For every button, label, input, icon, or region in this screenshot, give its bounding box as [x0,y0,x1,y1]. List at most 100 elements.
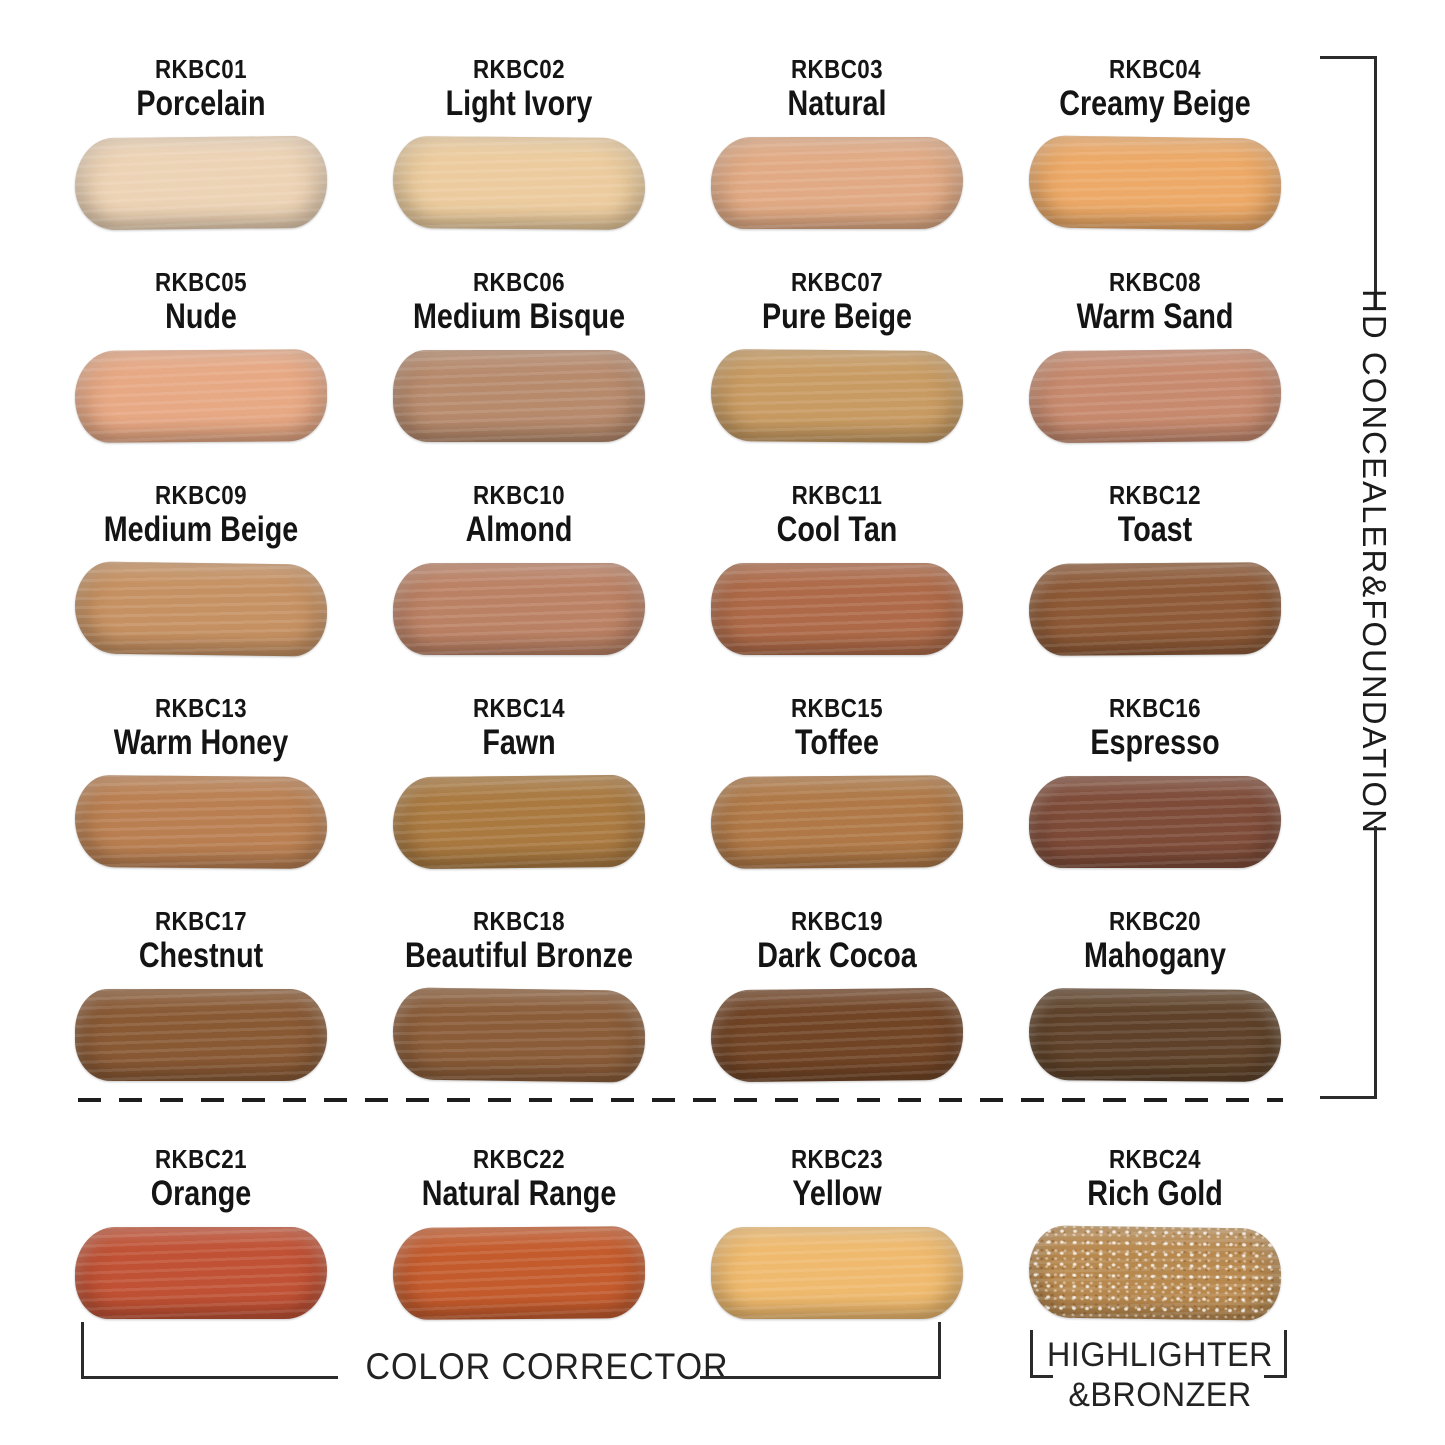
swatch-name: Warm Sand [1076,297,1234,336]
swatch-smear [393,563,645,655]
swatch-smear [1028,348,1282,444]
swatch-name: Pure Beige [762,297,912,336]
swatch-cell: RKBC21 Orange [42,1138,360,1319]
swatch-name: Natural Range [421,1174,617,1213]
swatch-code: RKBC10 [472,480,566,510]
swatch-smear [710,987,964,1083]
swatch-cell: RKBC17 Chestnut [42,900,360,1113]
highlighter-bracket-left-line [1030,1330,1033,1378]
swatch-cell: RKBC08 Warm Sand [996,261,1314,474]
swatch-code: RKBC09 [154,480,248,510]
swatch-code: RKBC08 [1108,267,1202,297]
swatch-code: RKBC20 [1108,906,1202,936]
color-corrector-label: COLOR CORRECTOR [365,1346,729,1387]
swatch-name: Cool Tan [776,510,898,549]
swatch-cell: RKBC10 Almond [360,474,678,687]
swatch-cell: RKBC18 Beautiful Bronze [360,900,678,1113]
highlighter-bracket-right-foot [1264,1375,1287,1378]
swatch-cell: RKBC03 Natural [678,48,996,261]
swatch-name: Fawn [482,723,556,762]
swatch-smear [710,348,964,444]
swatch-smear [74,561,328,657]
swatch-code: RKBC06 [472,267,566,297]
swatch-code: RKBC21 [154,1144,248,1174]
swatch-smear [1028,135,1282,231]
swatch-smear [710,775,964,869]
swatch-code: RKBC07 [790,267,884,297]
swatch-cell: RKBC15 Toffee [678,687,996,900]
swatch-cell: RKBC24 Rich Gold [996,1138,1314,1321]
swatch-code: RKBC23 [790,1144,884,1174]
swatch-cell: RKBC23 Yellow [678,1138,996,1319]
swatch-code: RKBC13 [154,693,248,723]
swatch-cell: RKBC01 Porcelain [42,48,360,261]
highlighter-label-line2: &BRONZER [1068,1376,1252,1414]
corrector-swatch-grid: RKBC21 Orange RKBC22 Natural Range RKBC2… [42,1138,1314,1321]
swatch-code: RKBC05 [154,267,248,297]
swatch-name: Toast [1117,510,1193,549]
swatch-code: RKBC11 [791,480,883,510]
right-bracket-upper-line [1374,56,1377,308]
swatch-name: Orange [150,1174,252,1213]
swatch-smear [74,774,328,870]
swatch-cell: RKBC20 Mahogany [996,900,1314,1113]
swatch-smear [1028,987,1282,1083]
highlighter-bracket-left-foot [1030,1375,1053,1378]
swatch-cell: RKBC19 Dark Cocoa [678,900,996,1113]
swatch-cell: RKBC07 Pure Beige [678,261,996,474]
swatch-cell: RKBC11 Cool Tan [678,474,996,687]
swatch-code: RKBC22 [472,1144,566,1174]
swatch-cell: RKBC04 Creamy Beige [996,48,1314,261]
right-bracket-bottom-line [1320,1096,1377,1099]
swatch-cell: RKBC12 Toast [996,474,1314,687]
swatch-name: Mahogany [1084,936,1226,975]
swatch-cell: RKBC16 Espresso [996,687,1314,900]
swatch-code: RKBC14 [472,693,566,723]
swatch-cell: RKBC13 Warm Honey [42,687,360,900]
swatch-cell: RKBC05 Nude [42,261,360,474]
swatch-name: Rich Gold [1087,1174,1223,1213]
swatch-smear [1028,1225,1282,1321]
swatch-cell: RKBC06 Medium Bisque [360,261,678,474]
swatch-name: Yellow [792,1174,882,1213]
swatch-name: Creamy Beige [1059,84,1251,123]
swatch-code: RKBC19 [790,906,884,936]
swatch-name: Warm Honey [113,723,289,762]
swatch-smear [392,1226,646,1320]
corrector-bracket-right-line [700,1376,941,1379]
swatch-smear [75,1227,327,1319]
swatch-smear [392,135,646,231]
swatch-cell: RKBC22 Natural Range [360,1138,678,1320]
swatch-smear [1028,562,1282,656]
swatch-cell: RKBC09 Medium Beige [42,474,360,687]
swatch-code: RKBC04 [1108,54,1202,84]
swatch-name: Medium Beige [103,510,299,549]
foundation-swatch-grid: RKBC01 Porcelain RKBC02 Light Ivory RKBC… [42,48,1314,1113]
swatch-code: RKBC01 [154,54,248,84]
corrector-bracket-left-tick [81,1322,84,1379]
corrector-bracket-right-tick [938,1322,941,1379]
swatch-smear [711,137,963,229]
swatch-smear [75,989,327,1081]
corrector-bracket-left-line [81,1376,338,1379]
swatch-code: RKBC03 [790,54,884,84]
swatch-code: RKBC02 [472,54,566,84]
swatch-code: RKBC15 [790,693,884,723]
swatch-cell: RKBC14 Fawn [360,687,678,900]
swatch-smear [711,1227,963,1319]
swatch-name: Natural [787,84,887,123]
swatch-name: Nude [165,297,237,336]
swatch-smear [392,987,646,1083]
right-section-label: HD CONCEALER&FOUNDATION [1356,289,1393,835]
swatch-name: Medium Bisque [412,297,626,336]
swatch-name: Dark Cocoa [757,936,917,975]
right-bracket-lower-line [1374,826,1377,1098]
right-bracket-top-line [1320,56,1377,59]
swatch-code: RKBC24 [1108,1144,1202,1174]
swatch-smear [392,774,646,870]
section-divider-dashed-line [78,1098,1283,1102]
swatch-smear [74,349,328,443]
swatch-name: Beautiful Bronze [404,936,634,975]
swatch-code: RKBC12 [1108,480,1202,510]
swatch-name: Chestnut [138,936,264,975]
